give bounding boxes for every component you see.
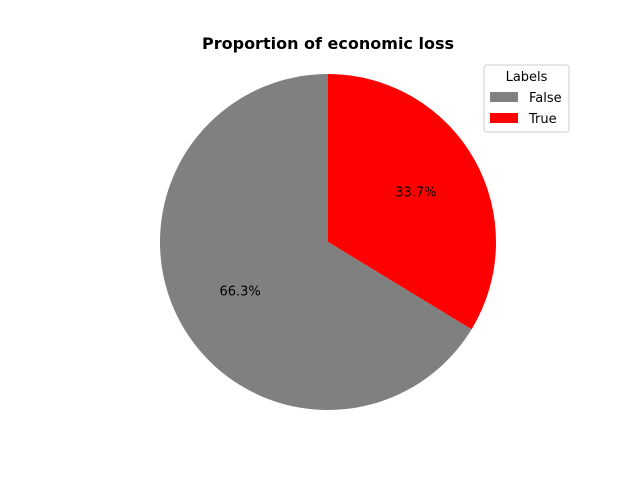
pie-slice-false: [160, 74, 472, 411]
legend-title: Labels: [506, 70, 548, 85]
legend-swatch-false: [490, 92, 518, 102]
legend-label-false: False: [529, 91, 562, 106]
chart-title: Proportion of economic loss: [202, 34, 454, 53]
pie-value-label-false: 66.3%: [219, 284, 260, 299]
pie-value-labels: 33.7% 66.3%: [219, 186, 436, 300]
legend-swatch-true: [490, 113, 518, 123]
pie: [160, 74, 497, 411]
legend-entries: False True: [490, 91, 562, 127]
pie-slice-true: [328, 74, 497, 330]
legend-label-true: True: [528, 112, 557, 127]
pie-value-label-true: 33.7%: [395, 186, 436, 201]
legend: Labels False True: [483, 64, 570, 133]
